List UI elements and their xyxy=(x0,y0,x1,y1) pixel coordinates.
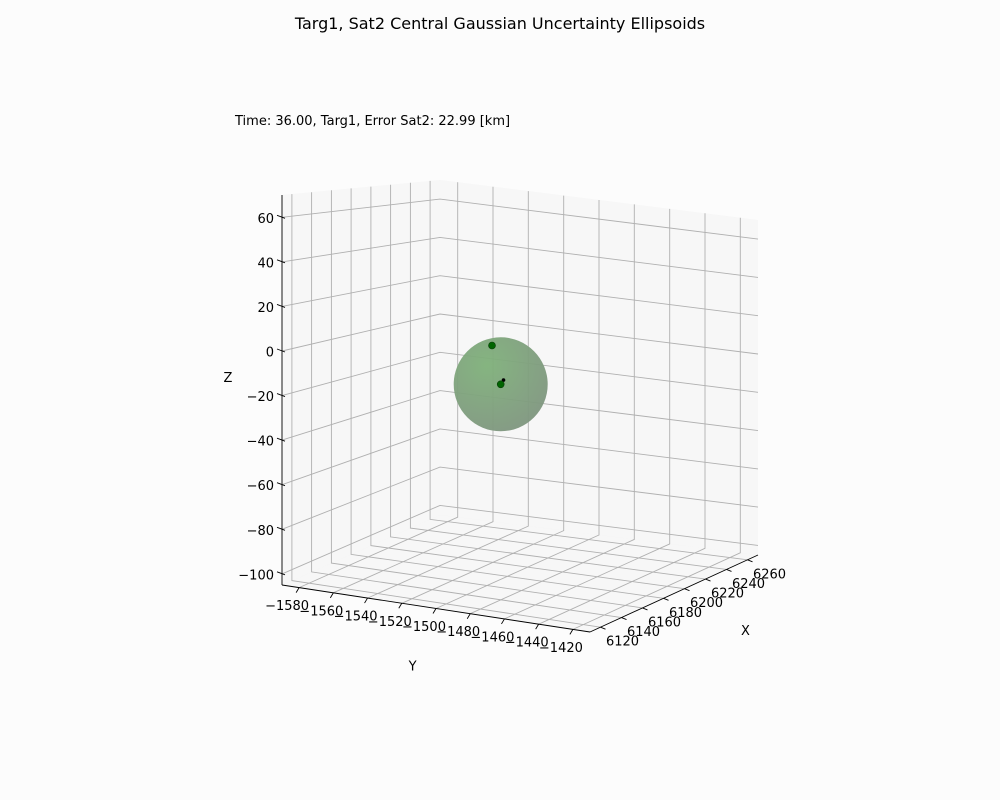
y-tick-label-7: −1440 xyxy=(505,636,549,651)
z-tick-label-1: −80 xyxy=(247,524,274,539)
grid-line-x-0 xyxy=(291,194,601,628)
y-tick-7 xyxy=(535,623,540,630)
z-tick-label-4: −20 xyxy=(247,390,274,405)
x-tick-0 xyxy=(600,626,606,630)
z-tick-label-7: 40 xyxy=(257,256,274,271)
z-tick-3 xyxy=(276,437,286,442)
x-axis-label: X xyxy=(741,624,750,639)
time-error-annotation: Time: 36.00, Targ1, Error Sat2: 22.99 [k… xyxy=(235,114,511,129)
x-axis-line xyxy=(589,554,759,633)
grid-line-x-7 xyxy=(429,180,748,561)
grid-line-x-3 xyxy=(350,188,664,599)
x-tick-label-5: 6220 xyxy=(711,587,744,602)
grid-line-x-6 xyxy=(409,182,727,570)
x-tick-2 xyxy=(642,607,648,611)
z-tick-label-3: −40 xyxy=(247,435,274,450)
grid-line-z-6 xyxy=(281,275,759,317)
z-tick-5 xyxy=(276,348,286,353)
z-tick-label-6: 20 xyxy=(257,301,274,316)
y-tick-label-0: −1580 xyxy=(265,599,309,614)
z-tick-label-5: 0 xyxy=(266,346,274,361)
grid-line-x-5 xyxy=(390,184,706,580)
grid-line-y-7 xyxy=(538,213,706,625)
grid-line-y-1 xyxy=(333,186,494,594)
grid-line-y-0 xyxy=(298,182,459,589)
grid-line-z-3 xyxy=(281,390,759,441)
grid-line-y-6 xyxy=(504,208,671,620)
y-tick-4 xyxy=(432,608,437,614)
tick-labels: −1580−1560−1540−1520−1500−1480−1460−1440… xyxy=(238,212,786,656)
grid-line-y-8 xyxy=(572,217,741,630)
z-tick-2 xyxy=(276,482,286,487)
x-tick-label-0: 6120 xyxy=(606,635,639,650)
y-tick-label-5: −1480 xyxy=(436,625,480,640)
z-tick-1 xyxy=(276,526,286,531)
y-tick-label-6: −1460 xyxy=(470,630,514,645)
grid-line-y-4 xyxy=(435,200,600,609)
x-tick-label-6: 6240 xyxy=(732,577,765,592)
grid-line-y-2 xyxy=(367,191,529,599)
x-tick-1 xyxy=(621,617,627,620)
y-tick-1 xyxy=(329,592,334,599)
y-tick-5 xyxy=(466,613,471,619)
grid-line-x-1 xyxy=(311,192,622,619)
x-tick-label-7: 6260 xyxy=(753,567,786,582)
z-tick-8 xyxy=(276,214,286,219)
x-tick-label-3: 6180 xyxy=(669,606,702,621)
chart-title: Targ1, Sat2 Central Gaussian Uncertainty… xyxy=(294,14,706,33)
grid-line-z-7 xyxy=(281,236,759,278)
grid-line-y-5 xyxy=(470,204,635,615)
grid-line-x-4 xyxy=(370,186,685,590)
velocity-vector-tip xyxy=(501,378,506,382)
side-pane xyxy=(282,180,440,585)
x-tick-label-2: 6160 xyxy=(648,615,681,630)
x-tick-label-1: 6140 xyxy=(627,625,660,640)
grid-line-z-8 xyxy=(281,198,759,240)
grid-line-y-3 xyxy=(401,195,565,604)
grid-line-z-0 xyxy=(281,504,759,575)
grid-lines xyxy=(281,180,759,630)
x-tick-4 xyxy=(684,588,690,592)
z-tick-label-0: −100 xyxy=(238,568,274,583)
x-tick-3 xyxy=(663,597,669,601)
y-tick-label-3: −1520 xyxy=(368,615,412,630)
grid-line-z-5 xyxy=(281,313,759,355)
y-tick-label-8: −1420 xyxy=(539,641,583,656)
grid-line-z-2 xyxy=(281,428,759,486)
z-tick-6 xyxy=(276,304,286,308)
y-tick-0 xyxy=(295,587,300,593)
y-tick-6 xyxy=(501,618,505,625)
data-point-0 xyxy=(496,380,505,389)
data-point-1 xyxy=(488,341,496,350)
y-tick-3 xyxy=(398,603,403,609)
x-tick-5 xyxy=(705,578,711,582)
y-axis-label: Y xyxy=(408,660,417,675)
y-tick-label-1: −1560 xyxy=(299,604,343,619)
y-tick-2 xyxy=(364,597,368,604)
y-tick-8 xyxy=(569,629,574,635)
z-axis-label: Z xyxy=(224,371,233,386)
z-tick-label-2: −60 xyxy=(247,479,274,494)
x-tick-6 xyxy=(726,569,732,572)
z-tick-0 xyxy=(276,571,286,576)
tick-marks xyxy=(276,214,753,635)
x-tick-7 xyxy=(747,559,753,563)
grid-line-z-4 xyxy=(281,351,759,397)
grid-line-z-1 xyxy=(281,466,759,530)
z-tick-label-8: 60 xyxy=(257,212,274,227)
grid-line-x-2 xyxy=(330,190,643,609)
data-marks xyxy=(453,337,548,432)
axis-labels: Y X Z xyxy=(224,371,750,675)
z-tick-7 xyxy=(276,259,286,264)
z-tick-4 xyxy=(276,393,286,397)
y-tick-label-4: −1500 xyxy=(402,620,446,635)
y-tick-label-2: −1540 xyxy=(334,610,378,625)
x-tick-label-4: 6200 xyxy=(690,596,723,611)
